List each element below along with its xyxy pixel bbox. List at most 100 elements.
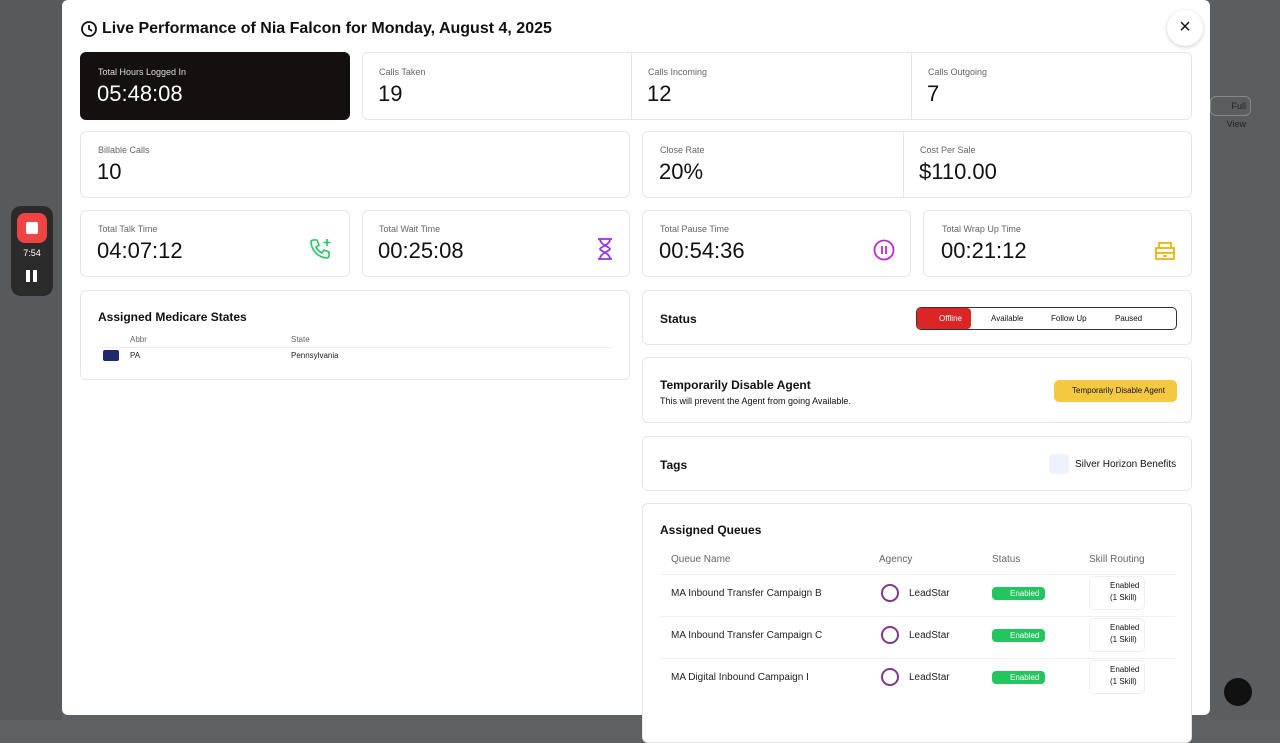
stat-label: Calls Taken <box>379 67 426 77</box>
stat-label: Billable Calls <box>98 145 150 155</box>
status-card: Status Offline Available Follow Up Pause… <box>642 290 1192 345</box>
routing-status: Enabled <box>1110 581 1140 590</box>
status-option[interactable]: Offline <box>917 308 971 329</box>
description: This will prevent the Agent from going A… <box>660 396 851 406</box>
stat-value: 12 <box>647 81 672 106</box>
divider <box>911 53 912 119</box>
tag-icon <box>1049 454 1069 474</box>
status-badge: Enabled <box>992 671 1046 684</box>
pause-bar[interactable] <box>33 270 37 282</box>
divider <box>631 53 632 119</box>
stat-card: Total Talk Time 04:07:12 <box>80 210 350 277</box>
state-flag <box>103 350 119 361</box>
section-title: Assigned Medicare States <box>98 310 247 324</box>
chat-button[interactable] <box>1224 678 1252 706</box>
full-view-button[interactable]: Full View <box>1210 96 1251 129</box>
section-title: Assigned Queues <box>660 523 762 537</box>
routing-skills: (1 Skill) <box>1110 593 1137 602</box>
status-option[interactable]: Follow Up <box>1051 314 1087 323</box>
status-badge: Enabled <box>992 629 1046 642</box>
state-name: Pennsylvania <box>291 351 339 360</box>
tag: Silver Horizon Benefits <box>1075 459 1177 470</box>
routing-status: Enabled <box>1110 665 1140 674</box>
divider <box>98 347 613 348</box>
stat-value: 20% <box>659 159 704 184</box>
routing-box <box>1089 576 1145 610</box>
stat-value: 00:21:12 <box>941 238 1027 263</box>
queue-name: MA Digital Inbound Campaign I <box>671 672 809 683</box>
stat-value: $110.00 <box>919 159 997 184</box>
agency-name: LeadStar <box>909 630 950 641</box>
stat-card: Total Wrap Up Time 00:21:12 <box>923 210 1192 277</box>
stat-card: Total Hours Logged In 05:48:08 <box>80 52 350 120</box>
stat-label: Cost Per Sale <box>920 145 976 155</box>
stat-label: Total Pause Time <box>660 224 730 234</box>
stop-icon <box>26 222 38 234</box>
agency-logo <box>881 626 899 644</box>
routing-status: Enabled <box>1110 623 1140 632</box>
stat-group: Close Rate 20% Cost Per Sale $110.00 <box>642 131 1192 198</box>
recorder: 7:54 <box>11 206 53 296</box>
status-option[interactable]: Paused <box>1115 314 1143 323</box>
disable-button[interactable]: Temporarily Disable Agent <box>1054 380 1177 402</box>
column-header: Agency <box>879 554 913 565</box>
stop-button[interactable] <box>17 213 47 243</box>
stat-label: Total Hours Logged In <box>98 67 187 77</box>
clock-icon <box>81 21 97 37</box>
close-button[interactable]: × <box>1167 10 1203 46</box>
modal-title: Live Performance of Nia Falcon for Monda… <box>102 20 552 37</box>
queue-name: MA Inbound Transfer Campaign C <box>671 630 823 641</box>
pause-bar[interactable] <box>26 270 30 282</box>
stat-card: Billable Calls 10 <box>80 131 630 198</box>
agency-name: LeadStar <box>909 672 950 683</box>
routing-skills: (1 Skill) <box>1110 677 1137 686</box>
stat-value: 19 <box>378 81 403 106</box>
disable-card: Temporarily Disable Agent This will prev… <box>642 357 1192 423</box>
stat-value: 05:48:08 <box>97 81 183 106</box>
timer: 7:54 <box>23 248 41 258</box>
stat-value: 7 <box>927 81 940 106</box>
status-switch: Offline Available Follow Up Paused <box>916 307 1177 330</box>
state-abbr: PA <box>130 351 141 360</box>
routing-box <box>1089 660 1145 694</box>
agency-logo <box>881 584 899 602</box>
status-option[interactable]: Available <box>991 314 1024 323</box>
stat-label: Total Talk Time <box>98 224 158 234</box>
status-badge: Enabled <box>992 587 1046 600</box>
stat-value: 10 <box>97 159 122 184</box>
row-divider <box>660 658 1175 659</box>
stat-label: Close Rate <box>660 145 705 155</box>
row-divider <box>660 616 1175 617</box>
column-header: Skill Routing <box>1089 554 1145 565</box>
section-title: Temporarily Disable Agent <box>660 378 811 392</box>
row-divider <box>660 574 1175 575</box>
stat-card: Total Wait Time 00:25:08 <box>362 210 630 277</box>
modal: Live Performance of Nia Falcon for Monda… <box>62 0 1210 743</box>
stat-label: Calls Outgoing <box>928 67 988 77</box>
stat-group: Calls Taken 19 Calls Incoming 12 Calls O… <box>362 52 1192 120</box>
column-header: State <box>291 335 310 344</box>
section-title: Status <box>660 312 697 326</box>
column-header: Abbr <box>130 335 147 344</box>
phone-plus-icon <box>310 239 331 259</box>
sidebar <box>0 0 62 720</box>
stat-card: Total Pause Time 00:54:36 <box>642 210 911 277</box>
section-title: Tags <box>660 458 688 472</box>
divider <box>903 132 904 197</box>
agency-name: LeadStar <box>909 588 950 599</box>
tags-card: Tags Silver Horizon Benefits <box>642 436 1192 491</box>
stat-label: Calls Incoming <box>648 67 708 77</box>
stat-label: Total Wrap Up Time <box>942 224 1021 234</box>
right-bg: Full View <box>1210 0 1280 720</box>
stat-label: Total Wait Time <box>379 224 441 234</box>
basket-icon <box>1155 242 1175 260</box>
agency-logo <box>881 668 899 686</box>
medicare-card: Assigned Medicare States Abbr State PA P… <box>80 290 630 380</box>
column-header: Queue Name <box>671 554 731 565</box>
stat-value: 00:54:36 <box>659 238 745 263</box>
hourglass-icon <box>598 238 612 260</box>
pause-icon <box>873 239 895 261</box>
queue-name: MA Inbound Transfer Campaign B <box>671 588 822 599</box>
